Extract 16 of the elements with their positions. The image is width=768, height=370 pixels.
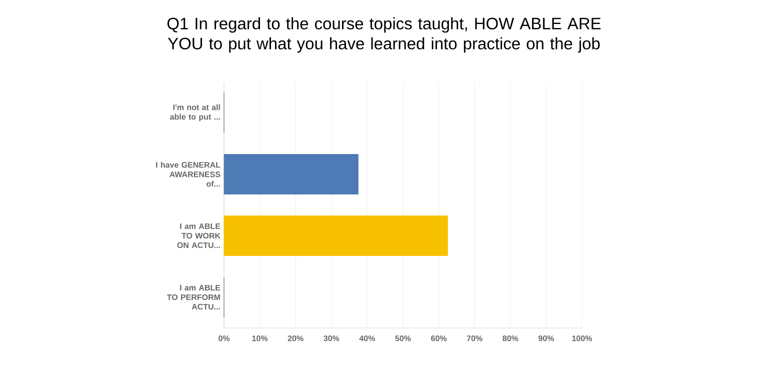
y-tick-label: I am ABLE TO PERFORM ACTU... bbox=[166, 284, 220, 310]
x-tick-label: 50% bbox=[395, 336, 411, 342]
x-tick-label: 20% bbox=[288, 336, 304, 342]
x-tick-label: 30% bbox=[324, 336, 340, 342]
x-tick-label: 10% bbox=[252, 336, 268, 342]
y-tick-label: I'm not at all able to put ... bbox=[170, 104, 220, 122]
x-tick-label: 40% bbox=[359, 336, 376, 342]
x-tick-label: 90% bbox=[538, 336, 554, 342]
y-tick-label: I have GENERAL AWARENESS of... bbox=[156, 162, 220, 187]
x-tick-label: 60% bbox=[431, 336, 447, 342]
x-tick-label: 80% bbox=[502, 336, 518, 342]
x-tick-label: 100% bbox=[572, 336, 592, 342]
x-tick-label: 70% bbox=[466, 336, 482, 342]
chart-title: Q1 In regard to the course topics taught, HOW ABLE ARE YOU to put what you have learned into practice on the job bbox=[167, 17, 601, 53]
x-tick-label: 0% bbox=[218, 336, 230, 342]
y-tick-label: I am ABLE TO WORK ON ACTU... bbox=[177, 223, 220, 248]
